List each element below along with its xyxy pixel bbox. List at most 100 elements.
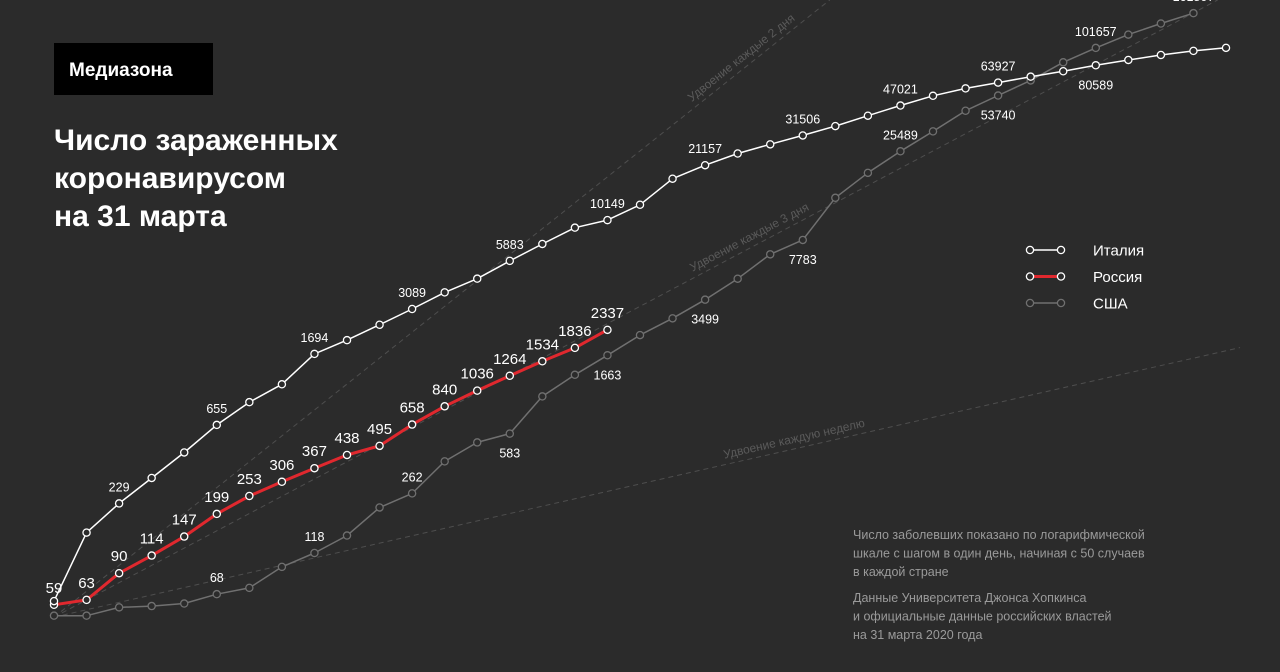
point (407, 420, 417, 429)
point (1189, 46, 1198, 56)
point (277, 380, 287, 389)
point (212, 509, 222, 519)
point (505, 429, 515, 438)
doubling-line (53, 347, 1241, 618)
point (212, 420, 222, 430)
value-label: 21157 (688, 142, 722, 156)
value-label: 655 (206, 402, 227, 416)
chart-title: на 31 марта (54, 200, 227, 233)
point (245, 583, 254, 593)
note: на 31 марта 2020 года (853, 628, 982, 642)
note: и официальные данные российских властей (853, 610, 1112, 624)
brand: Медиазона (69, 60, 173, 81)
point (863, 168, 873, 178)
point (1058, 58, 1068, 67)
point (49, 611, 59, 620)
point (668, 314, 677, 323)
value-label: 229 (109, 480, 130, 494)
point (342, 335, 352, 345)
point (505, 256, 515, 266)
value-label: 118 (304, 530, 324, 544)
point (1058, 66, 1068, 76)
point (765, 140, 775, 149)
point (82, 611, 91, 620)
legend-label: Италия (1093, 243, 1144, 260)
brand-box (54, 43, 213, 95)
point (831, 193, 840, 203)
point (863, 111, 873, 120)
point (147, 473, 156, 483)
value-label: 1534 (526, 336, 559, 353)
value-label: 63 (78, 575, 95, 592)
value-label: 25489 (883, 128, 918, 142)
point (342, 531, 352, 540)
point (375, 320, 384, 329)
value-label: 5883 (496, 238, 524, 252)
point (114, 603, 124, 612)
point (831, 121, 840, 131)
point (538, 392, 547, 401)
point (1124, 30, 1133, 39)
point (993, 78, 1003, 87)
point (310, 548, 319, 558)
value-label: 1694 (301, 331, 329, 345)
point (733, 274, 742, 283)
chart-title: коронавирусом (54, 162, 286, 195)
point (1026, 72, 1035, 81)
value-label: 840 (432, 381, 457, 398)
point (733, 149, 742, 158)
series-line (53, 328, 609, 607)
doubling-line (53, 0, 1218, 618)
value-label: 63927 (981, 60, 1016, 74)
legend-marker (1056, 272, 1066, 281)
point (375, 503, 384, 512)
point (798, 235, 808, 245)
point (700, 160, 710, 170)
value-label: 101657 (1075, 25, 1117, 39)
point (928, 127, 938, 136)
value-label: 262 (402, 470, 423, 484)
value-label: 147 (172, 512, 197, 529)
point (114, 568, 124, 578)
value-label: 80589 (1078, 78, 1113, 92)
value-label: 2337 (591, 305, 624, 322)
point (147, 551, 156, 560)
value-label: 199 (204, 489, 229, 506)
point (570, 223, 580, 232)
legend-marker (1025, 272, 1035, 281)
point (635, 200, 645, 210)
note: в каждой стране (853, 565, 949, 579)
point (472, 274, 482, 283)
point (635, 330, 645, 340)
point (245, 491, 254, 501)
value-label: 253 (237, 471, 262, 488)
point (603, 351, 612, 360)
note: Данные Университета Джонса Хопкинса (853, 591, 1087, 605)
legend-marker (1025, 245, 1035, 255)
point (342, 450, 352, 460)
note: Число заболевших показано по логарифмиче… (853, 528, 1145, 542)
point (668, 174, 677, 183)
point (375, 441, 384, 451)
point (570, 370, 580, 380)
point (505, 371, 515, 381)
point (179, 599, 189, 608)
value-label: 10149 (590, 197, 625, 211)
value-label: 53740 (981, 109, 1016, 123)
value-label: 1036 (461, 366, 494, 383)
legend-label: США (1093, 296, 1128, 313)
value-label: 3499 (691, 313, 719, 327)
value-label: 658 (400, 400, 425, 417)
value-label: 583 (499, 447, 520, 461)
point (1221, 43, 1231, 53)
point (440, 288, 449, 297)
point (538, 239, 547, 249)
point (147, 601, 156, 611)
point (277, 562, 287, 572)
chart-title: Число зараженных (54, 124, 338, 157)
value-label: 90 (111, 548, 128, 565)
point (49, 596, 59, 606)
point (82, 528, 91, 537)
point (407, 304, 417, 314)
